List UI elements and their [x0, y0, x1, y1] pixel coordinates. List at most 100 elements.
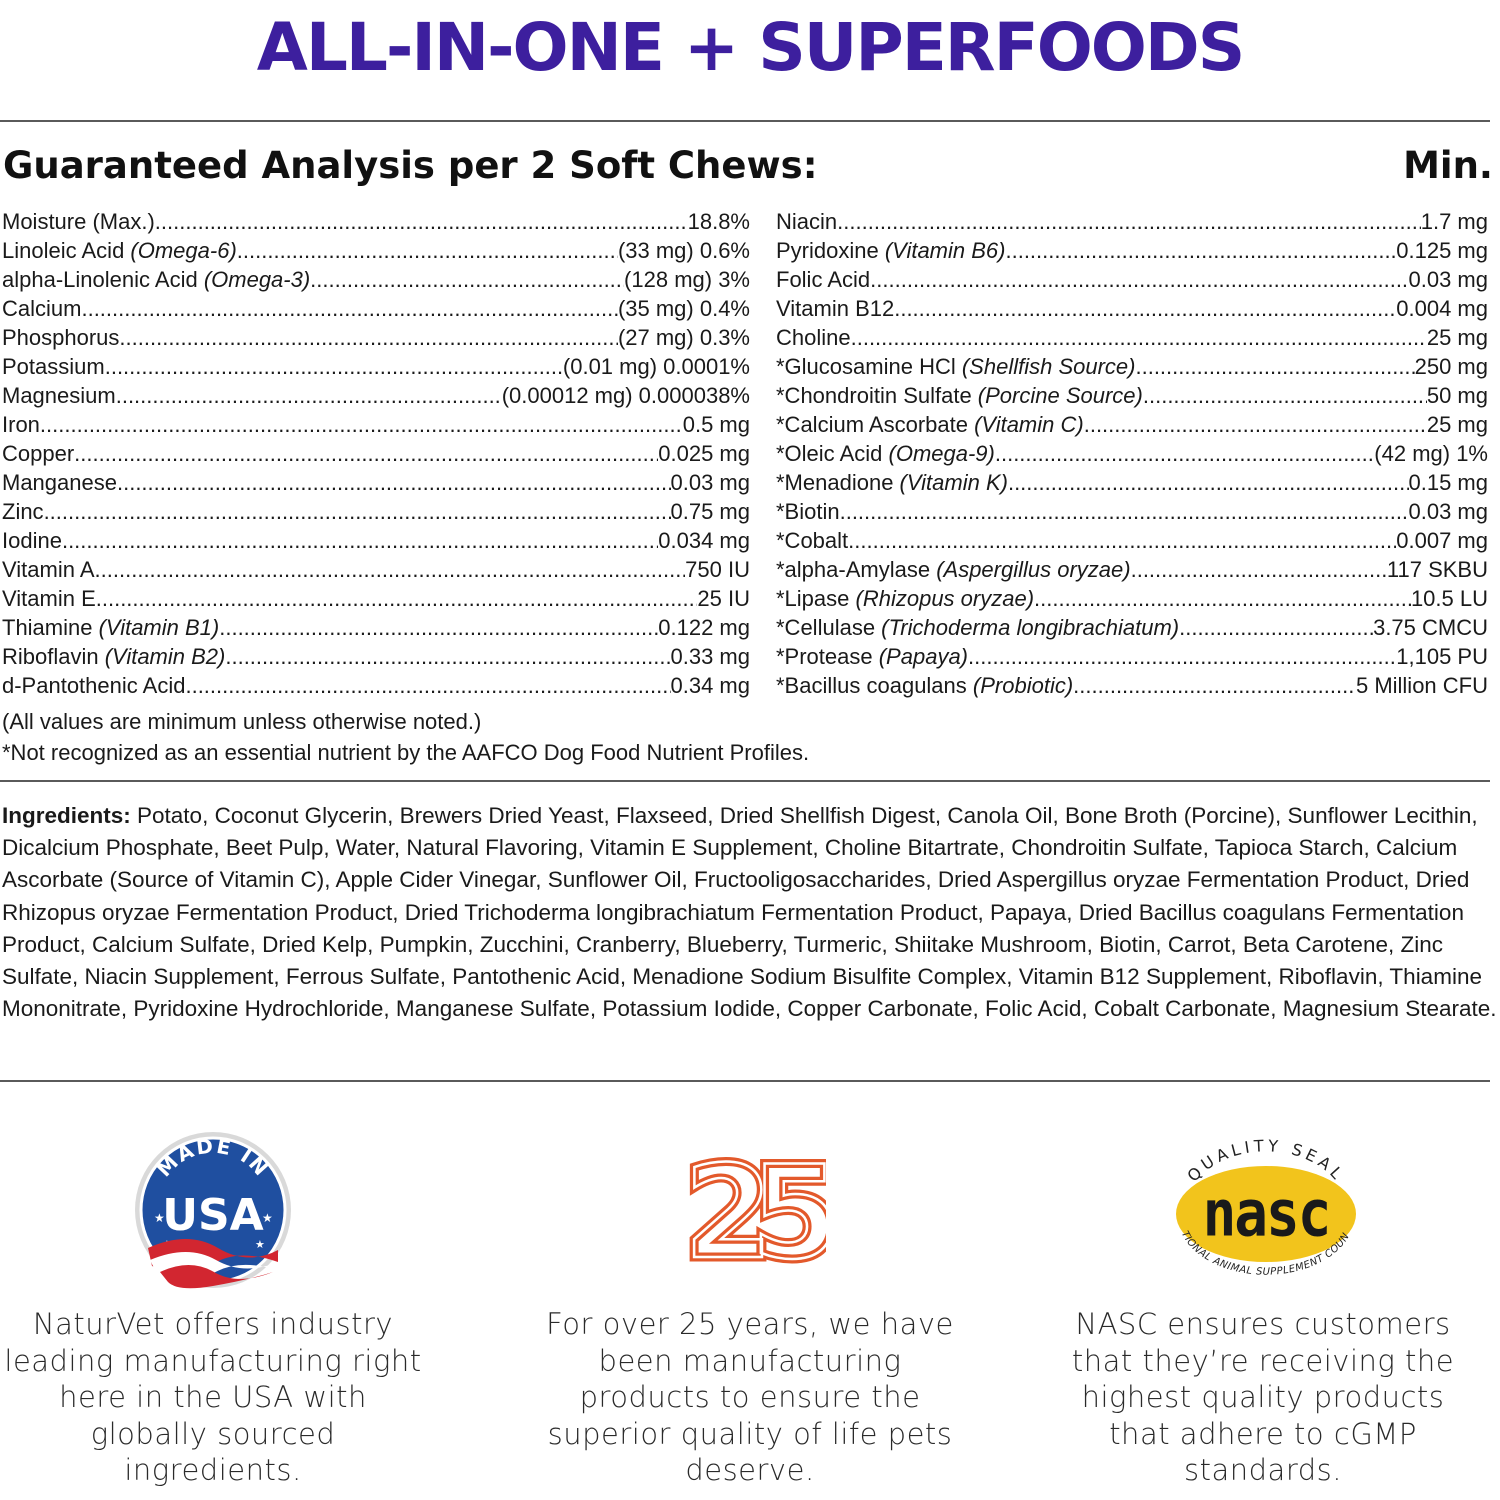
divider — [0, 780, 1490, 782]
dot-leader — [870, 265, 1408, 294]
nutrient-note: (Omega-3) — [203, 267, 311, 292]
footnote-minimum: (All values are minimum unless otherwise… — [2, 709, 482, 734]
analysis-row: *alpha-Amylase (Aspergillus oryzae) 117 S… — [776, 555, 1488, 584]
dot-leader — [995, 439, 1374, 468]
svg-text:★: ★ — [154, 1211, 165, 1225]
nutrient-label: Calcium — [2, 294, 81, 323]
nutrient-value: 0.004 mg — [1396, 296, 1488, 321]
dot-leader — [894, 294, 1396, 323]
nutrient-note: (Vitamin C) — [974, 412, 1084, 437]
nutrient-note: (Omega-6) — [130, 238, 237, 263]
nutrient-value: (27 mg) 0.3% — [617, 325, 750, 350]
nutrient-value: 25 mg — [1426, 325, 1488, 350]
dot-leader — [1005, 236, 1396, 265]
analysis-row: Choline 25 mg — [776, 323, 1488, 352]
analysis-row: Iron 0.5 mg — [2, 410, 750, 439]
nutrient-value: 18.8% — [687, 209, 750, 234]
analysis-min-label: Min. — [1403, 143, 1493, 187]
analysis-row: *Glucosamine HCl (Shellfish Source) 250 m… — [776, 352, 1488, 381]
nutrient-label: Niacin — [776, 207, 837, 236]
nutrient-value: 0.125 mg — [1396, 238, 1488, 263]
nutrient-value: 1.7 mg — [1420, 209, 1488, 234]
nutrient-label: Iron — [2, 410, 40, 439]
dot-leader — [1073, 671, 1356, 700]
nutrient-value: 750 IU — [685, 557, 750, 582]
nutrient-value: 1,105 PU — [1396, 644, 1488, 669]
page-title: ALL-IN-ONE + SUPERFOODS — [256, 9, 1245, 86]
analysis-row: *Lipase (Rhizopus oryzae) 10.5 LU — [776, 584, 1488, 613]
nutrient-label: *Cobalt — [776, 526, 848, 555]
analysis-heading: Guaranteed Analysis per 2 Soft Chews: — [3, 143, 818, 187]
analysis-row: Vitamin E 25 IU — [2, 584, 750, 613]
analysis-row: *Biotin 0.03 mg — [776, 497, 1488, 526]
nutrient-value: 0.34 mg — [670, 673, 751, 698]
nutrient-name: Vitamin B12 — [776, 296, 895, 321]
dot-leader — [62, 526, 658, 555]
nutrient-name: *Lipase — [776, 586, 856, 611]
dot-leader — [1034, 584, 1411, 613]
nasc-seal-main-text: nasc — [1203, 1177, 1330, 1252]
nutrient-label: Choline — [776, 323, 851, 352]
dot-leader — [848, 526, 1396, 555]
nutrient-name: Phosphorus — [2, 325, 120, 350]
nutrient-value: (33 mg) 0.6% — [617, 238, 750, 263]
nutrient-name: d-Pantothenic Acid — [2, 673, 186, 698]
analysis-right-column: Niacin 1.7 mg Pyridoxine (Vitamin B6) 0.125… — [776, 207, 1488, 700]
nutrient-label: Vitamin E — [2, 584, 96, 613]
divider — [0, 1080, 1490, 1082]
nutrient-note: (Vitamin B1) — [98, 615, 220, 640]
nutrient-label: Magnesium — [2, 381, 116, 410]
dot-leader — [117, 468, 671, 497]
analysis-row: Magnesium (0.00012 mg) 0.000038% — [2, 381, 750, 410]
dot-leader — [185, 671, 670, 700]
made-in-usa-seal-icon: MADE IN USA ★ ★ ★ ★ — [128, 1130, 298, 1290]
nutrient-label: Vitamin A — [2, 555, 95, 584]
nasc-quality-seal-icon: QUALITY SEAL nasc NATIONAL ANIMAL SUPPLE… — [1164, 1124, 1364, 1292]
nutrient-name: Choline — [776, 325, 851, 350]
nutrient-name: Zinc — [2, 499, 44, 524]
dot-leader — [74, 439, 658, 468]
nutrient-label: Thiamine (Vitamin B1) — [2, 613, 219, 642]
analysis-row: Copper 0.025 mg — [2, 439, 750, 468]
analysis-row: Vitamin A 750 IU — [2, 555, 750, 584]
nutrient-name: *Cobalt — [776, 528, 849, 553]
nutrient-name: Moisture (Max.) — [2, 209, 155, 234]
nutrient-name: Magnesium — [2, 383, 116, 408]
nutrient-value: 0.15 mg — [1408, 470, 1489, 495]
nutrient-label: *Bacillus coagulans (Probiotic) — [776, 671, 1073, 700]
usa-seal-main-text: USA — [162, 1190, 263, 1241]
nutrient-label: *alpha-Amylase (Aspergillus oryzae) — [776, 555, 1131, 584]
nutrient-name: Vitamin E — [2, 586, 96, 611]
nutrient-name: *Oleic Acid — [776, 441, 889, 466]
analysis-left-column: Moisture (Max.) 18.8% Linoleic Acid (Omega… — [2, 207, 750, 700]
nutrient-label: Zinc — [2, 497, 44, 526]
ingredients-paragraph: Ingredients: Potato, Coconut Glycerin, B… — [2, 800, 1498, 1025]
nutrient-label: Linoleic Acid (Omega-6) — [2, 236, 237, 265]
analysis-row: Manganese 0.03 mg — [2, 468, 750, 497]
analysis-row: *Calcium Ascorbate (Vitamin C) 25 mg — [776, 410, 1488, 439]
dot-leader — [851, 323, 1427, 352]
dot-leader — [155, 207, 688, 236]
analysis-row: Phosphorus (27 mg) 0.3% — [2, 323, 750, 352]
analysis-row: d-Pantothenic Acid 0.34 mg — [2, 671, 750, 700]
nutrient-value: (42 mg) 1% — [1374, 441, 1488, 466]
dot-leader — [1179, 613, 1373, 642]
nutrient-name: Pyridoxine — [776, 238, 885, 263]
nutrient-label: Riboflavin (Vitamin B2) — [2, 642, 225, 671]
nutrient-note: (Papaya) — [878, 644, 969, 669]
dot-leader — [44, 497, 671, 526]
analysis-row: *Bacillus coagulans (Probiotic) 5 Million… — [776, 671, 1488, 700]
dot-leader — [1008, 468, 1409, 497]
analysis-row: *Chondroitin Sulfate (Porcine Source) 50 … — [776, 381, 1488, 410]
nutrient-label: Vitamin B12 — [776, 294, 894, 323]
dot-leader — [1143, 381, 1427, 410]
nutrient-value: 0.025 mg — [658, 441, 750, 466]
nutrient-value: 3.75 CMCU — [1373, 615, 1488, 640]
nutrient-note: (Vitamin B6) — [884, 238, 1006, 263]
analysis-row: Iodine 0.034 mg — [2, 526, 750, 555]
nutrient-value: (35 mg) 0.4% — [617, 296, 750, 321]
dot-leader — [1135, 352, 1414, 381]
dot-leader — [96, 584, 698, 613]
nutrient-name: Riboflavin — [2, 644, 105, 669]
nutrient-label: *Lipase (Rhizopus oryzae) — [776, 584, 1034, 613]
